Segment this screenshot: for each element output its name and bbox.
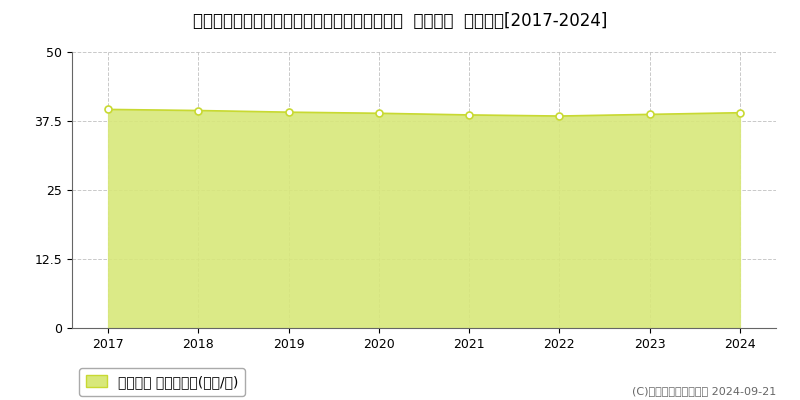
Point — [373, 110, 386, 116]
Point — [643, 111, 656, 118]
Point — [102, 106, 114, 113]
Point — [734, 110, 746, 116]
Text: 神奈川県足柄上郡開成町みなみ３丁目３番１０  公示地価  地価推移[2017-2024]: 神奈川県足柄上郡開成町みなみ３丁目３番１０ 公示地価 地価推移[2017-202… — [193, 12, 607, 30]
Point — [553, 113, 566, 119]
Point — [192, 107, 205, 114]
Point — [462, 112, 475, 118]
Legend: 公示地価 平均坪単価(万円/坪): 公示地価 平均坪単価(万円/坪) — [79, 368, 245, 396]
Text: (C)土地価格ドットコム 2024-09-21: (C)土地価格ドットコム 2024-09-21 — [632, 386, 776, 396]
Point — [282, 109, 295, 115]
